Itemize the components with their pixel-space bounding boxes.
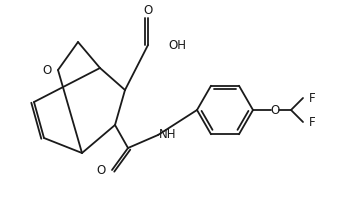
Text: OH: OH bbox=[168, 38, 186, 51]
Text: O: O bbox=[42, 63, 52, 76]
Text: O: O bbox=[143, 4, 153, 17]
Text: O: O bbox=[97, 164, 106, 177]
Text: F: F bbox=[309, 91, 316, 104]
Text: O: O bbox=[270, 103, 280, 116]
Text: NH: NH bbox=[159, 128, 176, 141]
Text: F: F bbox=[309, 115, 316, 128]
